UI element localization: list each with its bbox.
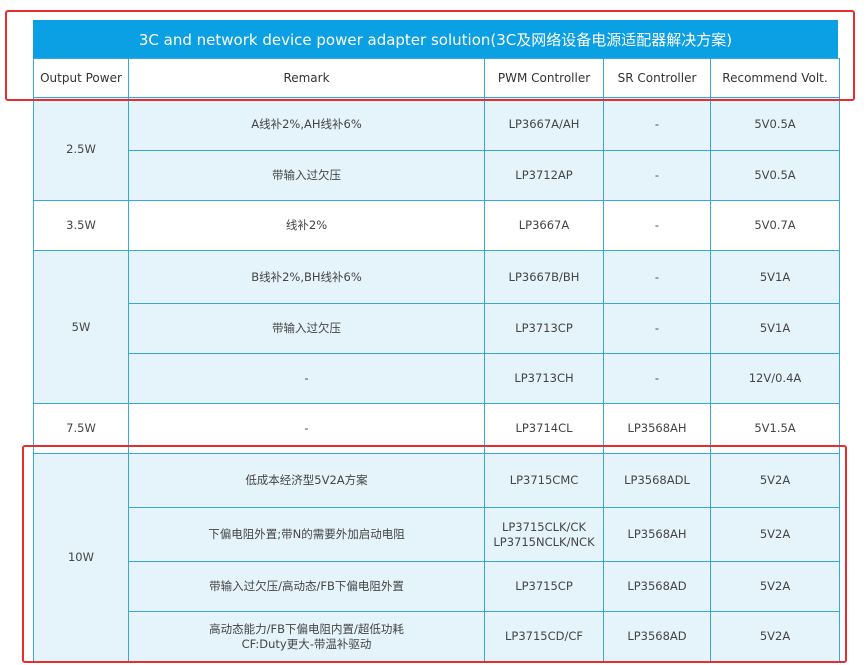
pwm-text: LP3713CP	[515, 321, 573, 335]
pwm-text: LP3667A/AH	[508, 116, 580, 131]
remark-text: 带输入过欠压	[272, 321, 341, 335]
pwm-text: LP3715CLK/CK	[501, 519, 587, 534]
header-output-power: Output Power	[33, 58, 129, 98]
remark-cell: 下偏电阻外置;带N的需要外加启动电阻	[128, 507, 485, 562]
remark-text-2: CF:Duty更大-带温补驱动	[241, 636, 372, 651]
pwm-text: LP3712AP	[515, 168, 573, 182]
pwm-text: LP3713CH	[514, 371, 574, 385]
volt-cell: 5V1A	[710, 250, 840, 304]
remark-cell: 线补2%	[128, 200, 485, 251]
sr-cell: LP3568AH	[603, 403, 711, 454]
solution-table: Output Power Remark PWM Controller SR Co…	[33, 58, 840, 662]
table-row: 5W B线补2%,BH线补6% LP3667B/BH -5V1A	[33, 250, 840, 404]
pwm-cell: LP3715CD/CF	[484, 611, 604, 662]
remark-cell: 带输入过欠压	[128, 303, 485, 354]
table-row: 带输入过欠压 LP3713CP -5V1A	[34, 303, 840, 354]
remark-cell: 低成本经济型5V2A方案	[128, 453, 485, 508]
output-power-cell: 10W	[33, 453, 129, 662]
pwm-text: LP3715CP	[515, 579, 573, 593]
pwm-text: LP3714CL	[515, 421, 573, 435]
table-row: 带输入过欠压/高动态/FB下偏电阻外置 LP3715CP LP3568AD 5V2A	[34, 561, 840, 612]
table-row: 3.5W 线补2% LP3667A -5V0.7A	[33, 200, 840, 251]
pwm-text: LP3667B/BH	[508, 269, 580, 284]
pwm-text-2: LP3715NCLK/NCK	[493, 534, 595, 549]
volt-cell: 5V0.7A	[710, 200, 840, 251]
remark-cell: -	[128, 353, 485, 404]
pwm-cell: LP3715CP	[484, 561, 604, 612]
table-row: 高动态能力/FB下偏电阻内置/超低功耗 CF:Duty更大-带温补驱动 LP3715…	[34, 611, 840, 662]
sr-cell: -	[603, 97, 711, 151]
remark-text: 线补2%	[285, 218, 328, 232]
header-pwm: PWM Controller	[484, 58, 604, 98]
table-body: 2.5W A线补2%,AH线补6% LP3667A/AH -5V0.5A 带输入过欠压 L…	[33, 97, 840, 662]
remark-cell: B线补2%,BH线补6%	[128, 250, 485, 304]
pwm-cell: LP3667A/AH	[484, 97, 604, 151]
volt-cell: 12V/0.4A	[710, 353, 840, 404]
remark-text: 低成本经济型5V2A方案	[245, 473, 368, 487]
volt-cell: 5V0.5A	[710, 150, 840, 201]
table-row: 10W 低成本经济型5V2A方案 LP3715CMC LP3568ADL 5V2A	[33, 453, 840, 662]
remark-text: -	[304, 371, 309, 385]
sr-cell: -	[603, 250, 711, 304]
remark-cell: -	[128, 403, 485, 454]
header-row: Output Power Remark PWM Controller SR Co…	[33, 58, 840, 98]
sr-cell: LP3568AH	[603, 507, 711, 562]
volt-cell: 5V2A	[710, 453, 840, 508]
pwm-text: LP3715CMC	[509, 473, 579, 487]
pwm-cell: LP3715CMC	[484, 453, 604, 508]
sr-cell: LP3568AD	[603, 561, 711, 612]
sr-cell: LP3568AD	[603, 611, 711, 662]
volt-cell: 5V2A	[710, 611, 840, 662]
pwm-cell: LP3667A	[484, 200, 604, 251]
volt-cell: 5V2A	[710, 507, 840, 562]
remark-text: A线补2%,AH线补6%	[251, 116, 362, 131]
pwm-cell: LP3667B/BH	[484, 250, 604, 304]
remark-cell: A线补2%,AH线补6%	[128, 97, 485, 151]
remark-text: B线补2%,BH线补6%	[251, 269, 362, 284]
header-remark: Remark	[128, 58, 485, 98]
volt-cell: 5V0.5A	[710, 97, 840, 151]
output-power-cell: 3.5W	[33, 200, 129, 251]
pwm-text: LP3667A	[518, 218, 570, 232]
header-sr: SR Controller	[603, 58, 711, 98]
table-row: 2.5W A线补2%,AH线补6% LP3667A/AH -5V0.5A	[33, 97, 840, 201]
remark-text: 下偏电阻外置;带N的需要外加启动电阻	[208, 527, 405, 541]
pwm-cell: LP3713CP	[484, 303, 604, 354]
pwm-text: LP3715CD/CF	[504, 629, 583, 643]
sr-cell: -	[603, 150, 711, 201]
header-volt: Recommend Volt.	[710, 58, 840, 98]
pwm-cell: LP3712AP	[484, 150, 604, 201]
remark-cell: 带输入过欠压	[128, 150, 485, 201]
sr-cell: LP3568ADL	[603, 453, 711, 508]
output-power-cell: 5W	[33, 250, 129, 404]
remark-cell: 带输入过欠压/高动态/FB下偏电阻外置	[128, 561, 485, 612]
table-title: 3C and network device power adapter solu…	[33, 20, 838, 58]
pwm-cell: LP3715CLK/CK LP3715NCLK/NCK	[484, 507, 604, 562]
volt-cell: 5V1A	[710, 303, 840, 354]
remark-cell: 高动态能力/FB下偏电阻内置/超低功耗 CF:Duty更大-带温补驱动	[128, 611, 485, 662]
table-row: 7.5W - LP3714CL LP3568AH 5V1.5A	[33, 403, 840, 454]
volt-cell: 5V2A	[710, 561, 840, 612]
volt-cell: 5V1.5A	[710, 403, 840, 454]
output-power-cell: 7.5W	[33, 403, 129, 454]
table-row: 带输入过欠压 LP3712AP -5V0.5A	[34, 150, 840, 201]
sr-cell: -	[603, 303, 711, 354]
output-power-cell: 2.5W	[33, 97, 129, 201]
table-row: - LP3713CH -12V/0.4A	[34, 353, 840, 404]
remark-text: 带输入过欠压	[272, 168, 341, 182]
sr-cell: -	[603, 353, 711, 404]
sr-cell: -	[603, 200, 711, 251]
table-row: 下偏电阻外置;带N的需要外加启动电阻 LP3715CLK/CK LP3715NCLK…	[34, 507, 840, 562]
remark-text: 高动态能力/FB下偏电阻内置/超低功耗	[209, 621, 404, 636]
pwm-cell: LP3713CH	[484, 353, 604, 404]
remark-text: 带输入过欠压/高动态/FB下偏电阻外置	[209, 579, 404, 593]
pwm-cell: LP3714CL	[484, 403, 604, 454]
remark-text: -	[304, 421, 309, 435]
